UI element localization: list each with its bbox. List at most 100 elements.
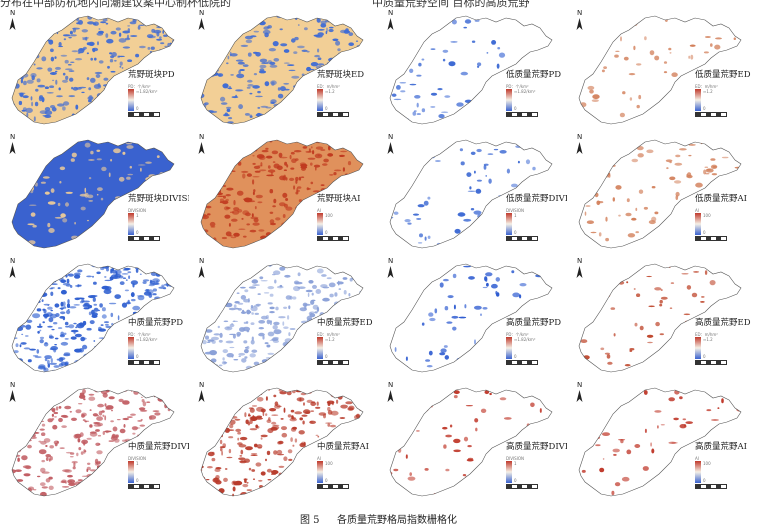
raster-cell <box>308 374 315 376</box>
raster-cell <box>88 396 96 401</box>
raster-cell <box>316 17 321 23</box>
raster-cell <box>113 497 115 498</box>
raster-cell <box>440 348 447 353</box>
raster-cell <box>82 344 88 350</box>
raster-cell <box>620 148 626 151</box>
raster-cell <box>712 140 716 144</box>
raster-cell <box>467 190 476 192</box>
raster-cell <box>206 165 210 171</box>
raster-cell <box>364 408 368 411</box>
raster-cell <box>365 251 369 252</box>
raster-cell <box>139 45 146 49</box>
raster-cell <box>486 282 489 287</box>
raster-cell <box>203 52 206 55</box>
raster-cell <box>201 212 202 214</box>
raster-cell <box>162 122 166 124</box>
raster-cell <box>129 165 132 169</box>
raster-cell <box>213 492 216 495</box>
map-panel: N中质量荒野DIVISIONDIVISION10 <box>0 380 189 504</box>
legend-low-label: 0 <box>325 230 328 235</box>
map-legend: PD：个/km² ≈1.82/km² 0 <box>506 332 554 365</box>
raster-cell <box>434 308 438 314</box>
raster-cell <box>179 105 183 110</box>
raster-cell <box>69 306 77 309</box>
raster-cell <box>214 494 220 496</box>
raster-cell <box>660 424 665 426</box>
raster-cell <box>12 207 14 209</box>
north-arrow-icon: N <box>8 134 18 156</box>
raster-cell <box>451 19 457 25</box>
raster-cell <box>5 462 9 465</box>
raster-cell <box>691 497 693 501</box>
raster-cell <box>453 390 460 395</box>
raster-cell <box>108 491 113 493</box>
raster-cell <box>224 326 233 331</box>
map-panel-title: 中质量荒野DIVISION <box>128 442 189 452</box>
raster-cell <box>349 269 358 273</box>
scale-bar <box>506 236 538 241</box>
raster-cell <box>290 437 293 442</box>
raster-cell <box>125 143 133 145</box>
raster-cell <box>136 122 140 124</box>
raster-cell <box>593 433 600 439</box>
raster-cell <box>359 403 363 407</box>
raster-cell <box>253 374 256 379</box>
raster-cell <box>145 135 153 136</box>
raster-cell <box>46 406 48 412</box>
raster-cell <box>60 213 66 218</box>
raster-cell <box>35 135 43 138</box>
raster-cell <box>269 211 274 214</box>
raster-cell <box>670 282 675 284</box>
raster-cell <box>238 352 246 356</box>
raster-cell <box>501 242 509 247</box>
raster-cell <box>54 216 63 219</box>
raster-cell <box>650 481 654 484</box>
raster-cell <box>50 358 53 363</box>
raster-cell <box>638 140 646 141</box>
raster-cell <box>646 368 650 371</box>
raster-cell <box>410 154 418 156</box>
raster-cell <box>254 370 257 372</box>
raster-cell <box>285 206 293 211</box>
raster-cell <box>277 243 280 248</box>
raster-cell <box>240 286 246 289</box>
raster-cell <box>147 312 150 315</box>
raster-cell <box>20 78 23 84</box>
raster-cell <box>154 329 159 331</box>
raster-cell <box>171 25 174 30</box>
raster-cell <box>32 140 36 141</box>
raster-cell <box>191 473 198 477</box>
legend-low-label: 0 <box>514 230 517 235</box>
raster-cell <box>224 19 232 23</box>
raster-cell <box>239 455 243 457</box>
raster-cell <box>417 204 425 208</box>
raster-cell <box>279 175 286 181</box>
map-legend: PD：个/km² ≈1.82/km² 0 <box>128 84 176 117</box>
raster-cell <box>77 269 83 273</box>
raster-cell <box>170 118 174 121</box>
raster-cell <box>453 304 456 310</box>
raster-cell <box>89 469 97 472</box>
legend-low-label: 0 <box>325 354 328 359</box>
raster-cell <box>272 41 279 47</box>
raster-cell <box>149 376 156 379</box>
raster-cell <box>115 27 121 31</box>
raster-cell <box>205 335 209 340</box>
raster-cell <box>302 264 310 265</box>
raster-cell <box>639 123 643 124</box>
raster-cell <box>54 23 58 27</box>
raster-cell <box>82 419 86 421</box>
raster-cell <box>65 191 73 194</box>
raster-cell <box>14 156 22 161</box>
raster-cell <box>190 54 198 57</box>
raster-cell <box>302 302 308 307</box>
raster-cell <box>297 186 302 189</box>
raster-cell <box>86 437 92 440</box>
map-legend: ED：m/hm² ≈1.2 0 <box>695 84 743 117</box>
raster-cell <box>26 60 30 65</box>
raster-cell <box>370 263 374 266</box>
raster-cell <box>107 134 111 136</box>
raster-cell <box>208 311 211 316</box>
raster-cell <box>160 389 168 394</box>
raster-cell <box>92 413 98 417</box>
